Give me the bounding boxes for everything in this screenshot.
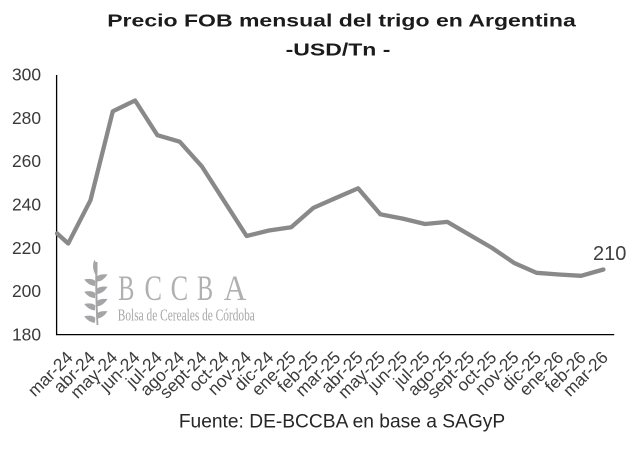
- svg-text:A: A: [224, 269, 247, 308]
- svg-text:C: C: [144, 268, 162, 308]
- svg-text:C: C: [171, 268, 189, 308]
- svg-text:280: 280: [12, 108, 41, 128]
- svg-text:260: 260: [12, 151, 41, 171]
- svg-text:200: 200: [12, 281, 41, 301]
- svg-text:Bolsa de Cereales de Córdoba: Bolsa de Cereales de Córdoba: [118, 307, 256, 326]
- svg-text:180: 180: [12, 324, 41, 344]
- svg-text:B: B: [197, 268, 213, 308]
- svg-text:220: 220: [12, 238, 41, 258]
- svg-text:Fuente: DE-BCCBA en base a SAG: Fuente: DE-BCCBA en base a SAGyP: [179, 412, 505, 433]
- svg-text:300: 300: [12, 65, 41, 85]
- svg-text:240: 240: [12, 195, 41, 215]
- svg-text:-USD/Tn -: -USD/Tn -: [286, 40, 391, 60]
- svg-text:210: 210: [593, 243, 626, 265]
- svg-text:B: B: [118, 268, 134, 308]
- svg-text:Precio FOB mensual del trigo e: Precio FOB mensual del trigo en Argentin…: [107, 11, 576, 31]
